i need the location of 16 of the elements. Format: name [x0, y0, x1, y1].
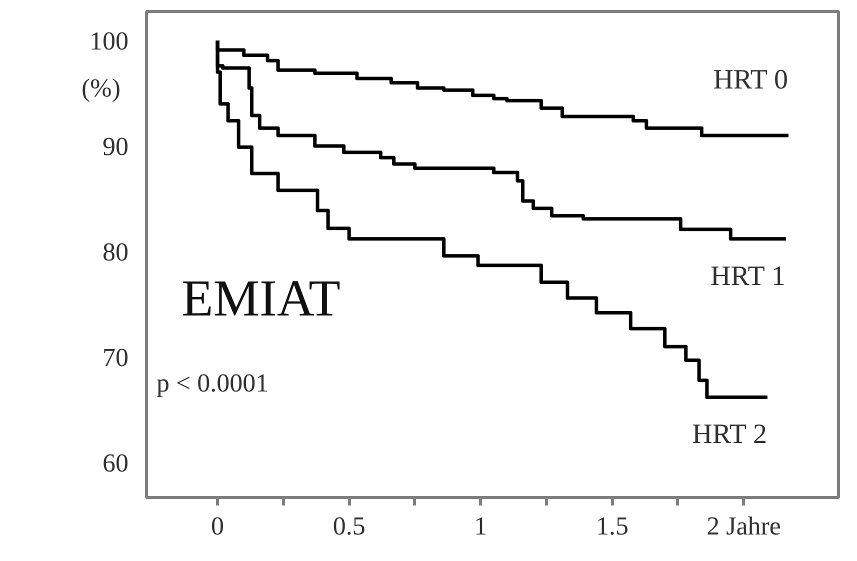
y-tick-label: 80 — [102, 238, 128, 267]
series-label: HRT 0 — [713, 64, 788, 96]
y-axis-title: (%) — [82, 74, 121, 103]
x-tick-label: 2 Jahre — [706, 512, 781, 540]
y-tick-label: 100 — [90, 26, 128, 56]
x-tick-label: 1.5 — [596, 512, 628, 540]
x-tick-label: 0 — [211, 512, 224, 540]
series-label: HRT 1 — [710, 260, 786, 292]
y-tick-label: 60 — [102, 448, 128, 478]
annotation: p < 0.0001 — [156, 368, 269, 398]
series-label: HRT 2 — [692, 419, 767, 450]
x-tick-label: 0.5 — [332, 512, 366, 540]
y-tick-label: 90 — [102, 132, 128, 162]
x-tick-label: 1 — [474, 512, 488, 540]
annotation: EMIAT — [182, 270, 340, 328]
y-tick-label: 70 — [102, 343, 128, 372]
